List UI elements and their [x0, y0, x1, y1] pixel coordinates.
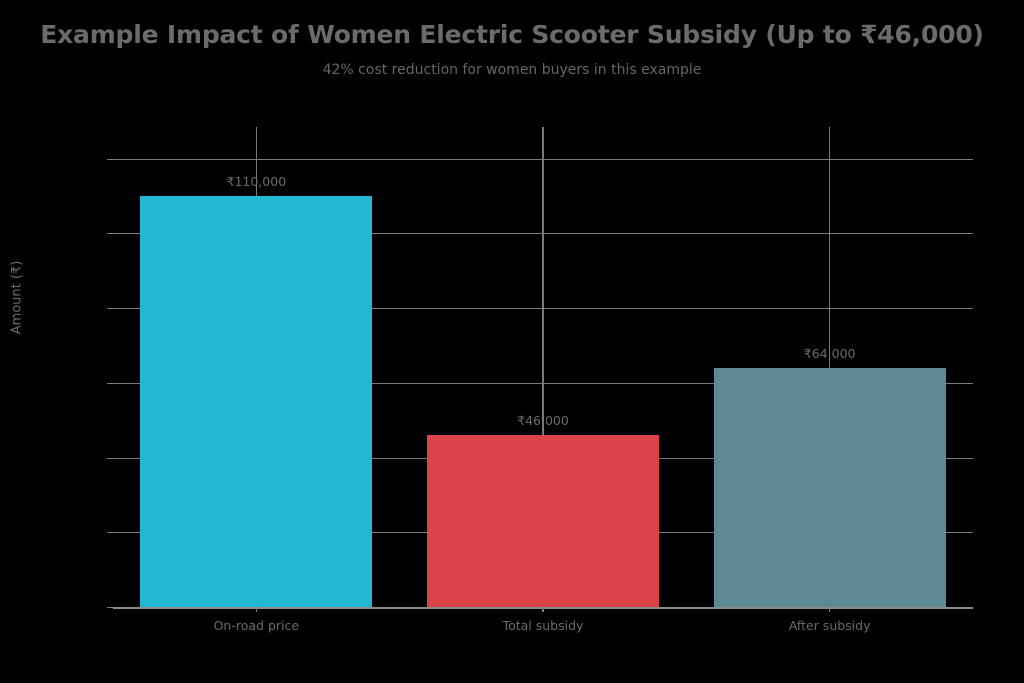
y-tick-mark: [107, 607, 113, 608]
x-tick-mark: [828, 607, 831, 612]
bar-value-label: ₹46,000: [517, 413, 569, 429]
x-tick-label: After subsidy: [788, 618, 871, 633]
bar-value-label: ₹110,000: [226, 174, 287, 190]
y-tick-mark: [107, 308, 113, 310]
bar[interactable]: [140, 196, 373, 607]
vertical-gridline: [542, 127, 544, 436]
y-tick-mark: [107, 457, 113, 459]
y-axis-label: Amount (₹): [9, 260, 25, 335]
bar-value-label: ₹64,000: [803, 345, 856, 361]
x-tick-label: Total subsidy: [502, 618, 584, 633]
chart-subtitle: 42% cost reduction for women buyers in t…: [322, 62, 702, 78]
chart-title: Example Impact of Women Electric Scooter…: [40, 20, 984, 49]
y-tick-mark: [107, 382, 113, 384]
vertical-gridline: [828, 127, 831, 368]
y-tick-mark: [107, 233, 113, 235]
vertical-gridline: [255, 127, 258, 197]
x-tick-mark: [542, 607, 544, 612]
bar[interactable]: [713, 367, 946, 607]
y-tick-mark: [107, 158, 113, 160]
y-tick-mark: [107, 532, 113, 534]
bar[interactable]: [427, 435, 659, 607]
x-tick-mark: [255, 607, 258, 612]
plot-area: ₹0₹20,000₹40,000₹60,000₹80,000₹100,000₹1…: [107, 127, 973, 633]
x-tick-label: On-road price: [213, 618, 300, 633]
